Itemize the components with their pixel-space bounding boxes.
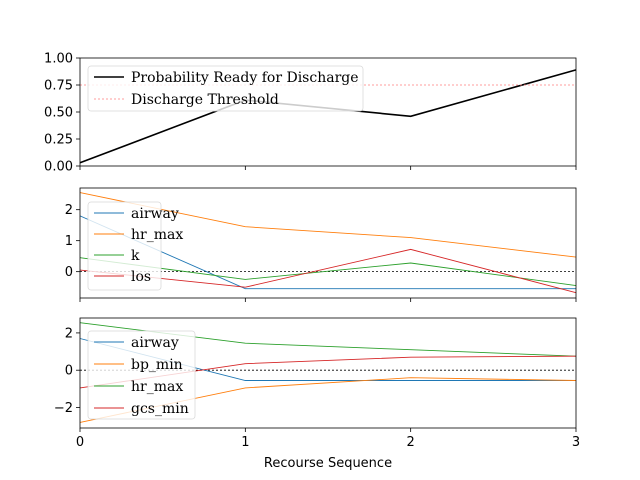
chart-panel-3: −2 0 2 0 1 2 3 airway bp_min hr_max gcs_min	[54, 317, 580, 450]
legend: Probability Ready for Discharge Discharge…	[87, 65, 364, 112]
y-tick-label: 0.25	[44, 133, 73, 148]
legend-label: bp_min	[131, 357, 183, 373]
y-tick-label: 0.75	[44, 79, 73, 94]
legend-label: airway	[131, 206, 179, 222]
axes-frame	[79, 317, 577, 429]
legend-label: Discharge Threshold	[131, 92, 279, 108]
y-tick-label: 0.50	[44, 106, 73, 121]
legend-label: gcs_min	[131, 401, 189, 417]
series-line-los	[79, 248, 577, 294]
x-tick-label: 1	[241, 435, 249, 450]
chart-panels: 0.00 0.25 0.50 0.75 1.00 Probability Ready fo…	[44, 52, 580, 451]
chart-panel-1: 0.00 0.25 0.50 0.75 1.00 Probability Ready fo…	[44, 52, 577, 175]
x-tick-label: 0	[76, 435, 84, 450]
y-tick-label: 0	[65, 364, 73, 379]
legend-label: hr_max	[131, 227, 183, 243]
y-tick-label: 0.00	[44, 160, 73, 175]
y-tick-label: 0	[65, 265, 73, 280]
x-tick-label: 2	[407, 435, 415, 450]
legend-label: k	[131, 248, 140, 264]
legend: airway bp_min hr_max gcs_min	[87, 330, 196, 420]
x-tick-label: 3	[572, 435, 580, 450]
y-tick-label: 2	[65, 203, 73, 218]
y-tick-label: 2	[65, 326, 73, 341]
y-tick-label: 1.00	[44, 52, 73, 67]
y-tick-label: 1	[65, 234, 73, 249]
legend-box	[87, 201, 162, 291]
y-tick-label: −2	[54, 401, 73, 416]
legend-box	[87, 65, 364, 112]
legend-label: los	[131, 269, 151, 285]
legend-label: hr_max	[131, 379, 183, 395]
legend-label: airway	[131, 335, 179, 351]
legend-label: Probability Ready for Discharge	[131, 70, 359, 86]
series-line-k	[79, 257, 577, 287]
axes-frame	[79, 187, 577, 299]
legend-box	[87, 330, 196, 420]
x-axis-label: Recourse Sequence	[264, 456, 392, 471]
series-line-airway	[79, 215, 576, 290]
series-line-hr-max	[79, 192, 577, 258]
